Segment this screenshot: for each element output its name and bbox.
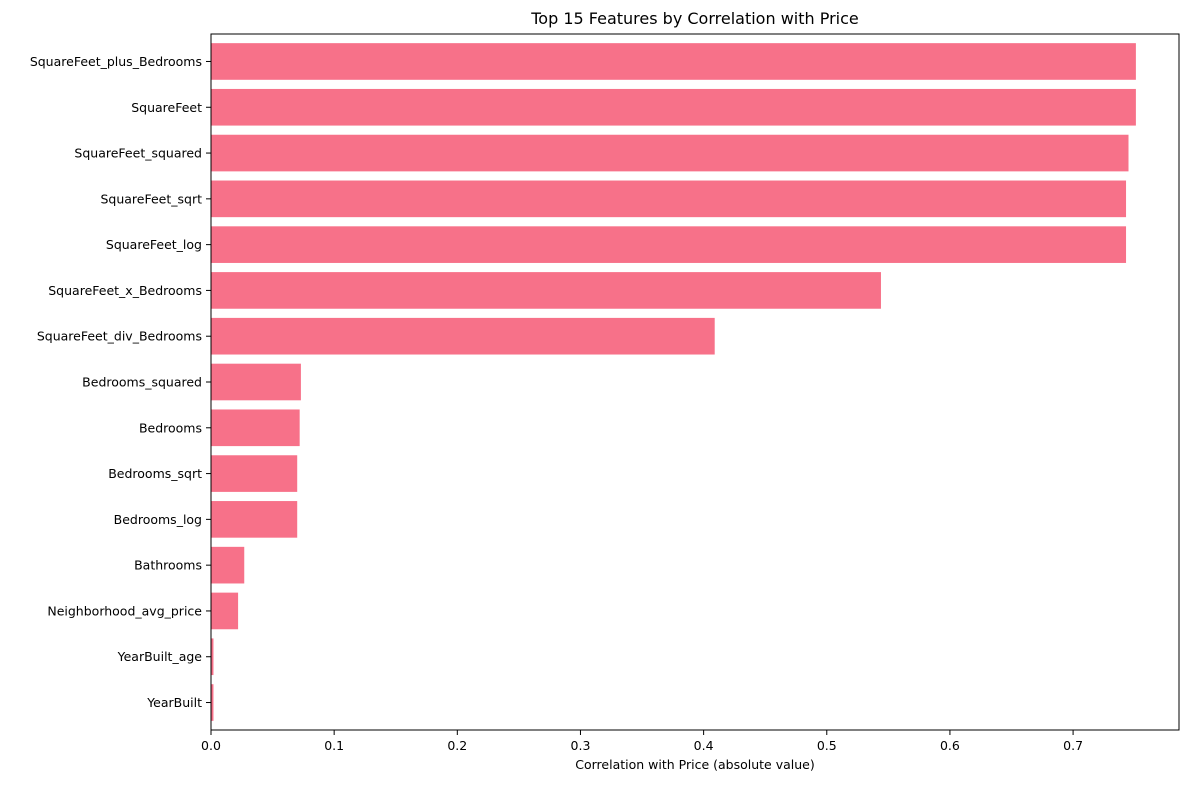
- x-axis-label: Correlation with Price (absolute value): [575, 757, 814, 772]
- bar: [211, 272, 881, 309]
- plot-frame: [210, 33, 1180, 731]
- bar: [211, 684, 214, 721]
- y-tick-label: Bedrooms_sqrt: [108, 466, 202, 481]
- y-tick-label: SquareFeet_plus_Bedrooms: [30, 54, 202, 69]
- bar: [211, 501, 298, 538]
- y-tick-label: SquareFeet: [131, 100, 202, 115]
- y-tick-label: SquareFeet_log: [106, 237, 202, 252]
- y-tick-label: SquareFeet_div_Bedrooms: [37, 329, 202, 344]
- y-tick-label: Bedrooms_squared: [82, 375, 202, 390]
- bar: [211, 226, 1127, 263]
- y-tick-label: YearBuilt_age: [117, 649, 203, 664]
- bar: [211, 180, 1127, 218]
- y-tick-label: SquareFeet_x_Bedrooms: [48, 283, 202, 298]
- x-tick-label: 0.6: [940, 738, 960, 753]
- bar: [211, 363, 301, 401]
- y-axis: SquareFeet_plus_Bedrooms SquareFeet Square…: [30, 54, 211, 710]
- y-tick-label: YearBuilt: [146, 695, 202, 710]
- y-tick-label: Bathrooms: [134, 558, 202, 573]
- x-axis: 0.0 0.1 0.2 0.3 0.4 0.5 0.6 0.7: [201, 730, 1083, 753]
- x-tick-label: 0.5: [817, 738, 837, 753]
- bar: [211, 409, 300, 447]
- bar: [211, 592, 239, 630]
- bar: [211, 546, 245, 584]
- chart-title: Top 15 Features by Correlation with Pric…: [530, 9, 859, 28]
- bar: [211, 88, 1136, 126]
- bar: [211, 317, 715, 355]
- y-tick-label: Neighborhood_avg_price: [47, 603, 202, 618]
- bar: [211, 638, 214, 676]
- x-tick-label: 0.3: [571, 738, 591, 753]
- bar: [211, 455, 298, 492]
- bars-group: [211, 43, 1136, 721]
- x-tick-label: 0.0: [201, 738, 221, 753]
- x-tick-label: 0.2: [447, 738, 467, 753]
- bar: [211, 134, 1129, 172]
- bar: [211, 43, 1136, 80]
- y-tick-label: SquareFeet_sqrt: [100, 191, 202, 206]
- y-tick-label: Bedrooms: [139, 420, 202, 435]
- y-tick-label: SquareFeet_squared: [74, 146, 202, 161]
- x-tick-label: 0.1: [324, 738, 344, 753]
- x-tick-label: 0.4: [694, 738, 714, 753]
- x-tick-label: 0.7: [1063, 738, 1083, 753]
- y-tick-label: Bedrooms_log: [114, 512, 202, 527]
